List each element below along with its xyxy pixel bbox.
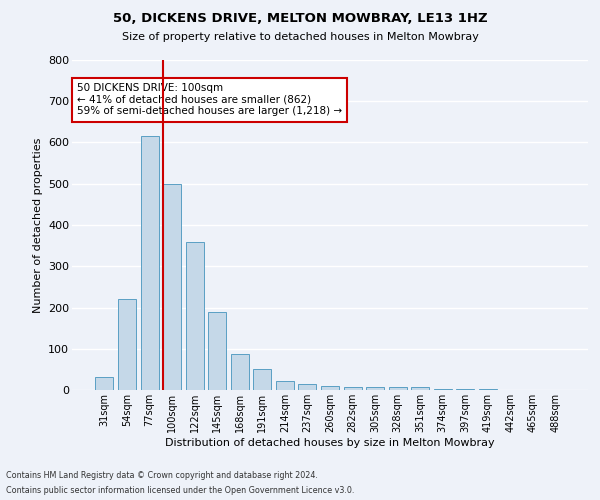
Bar [118,299,136,390]
Y-axis label: Number of detached properties: Number of detached properties [32,138,43,312]
X-axis label: Distribution of detached houses by size in Melton Mowbray: Distribution of detached houses by size … [165,438,495,448]
Bar [185,242,204,390]
Bar [456,389,475,390]
Bar [479,389,497,390]
Bar [321,386,339,390]
Bar [140,136,158,390]
Bar [163,184,181,390]
Bar [389,386,407,390]
Bar [231,354,249,390]
Bar [276,380,294,390]
Bar [95,377,113,390]
Bar [434,389,452,390]
Text: 50, DICKENS DRIVE, MELTON MOWBRAY, LE13 1HZ: 50, DICKENS DRIVE, MELTON MOWBRAY, LE13 … [113,12,487,26]
Text: Contains HM Land Registry data © Crown copyright and database right 2024.: Contains HM Land Registry data © Crown c… [6,471,318,480]
Text: Size of property relative to detached houses in Melton Mowbray: Size of property relative to detached ho… [122,32,478,42]
Bar [366,386,384,390]
Bar [298,384,316,390]
Bar [411,386,429,390]
Text: Contains public sector information licensed under the Open Government Licence v3: Contains public sector information licen… [6,486,355,495]
Bar [208,312,226,390]
Bar [253,368,271,390]
Bar [344,387,362,390]
Text: 50 DICKENS DRIVE: 100sqm
← 41% of detached houses are smaller (862)
59% of semi-: 50 DICKENS DRIVE: 100sqm ← 41% of detach… [77,83,342,116]
